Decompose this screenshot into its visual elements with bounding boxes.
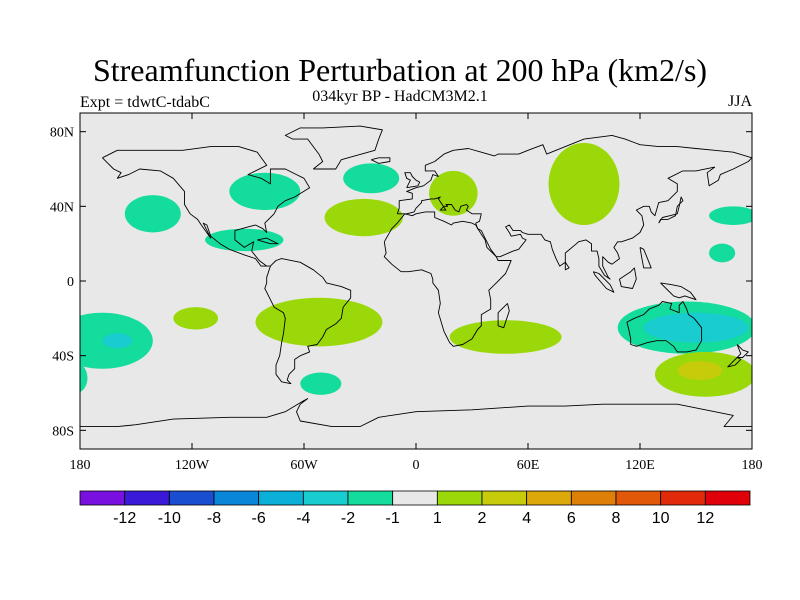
lon-tick-label: 180 — [70, 458, 91, 473]
colorbar-swatch — [258, 490, 304, 506]
greenland-coast — [284, 125, 383, 170]
borneo-coast — [619, 267, 637, 289]
south-pacific-positive-region — [173, 307, 219, 330]
lat-tick-label: 80N — [50, 126, 74, 141]
experiment-label: Expt = tdwtC-tdabC — [80, 94, 210, 111]
colorbar-swatch — [347, 490, 394, 506]
coastline-layer — [80, 125, 752, 428]
colorbar-swatch — [124, 490, 170, 506]
south-pacific-core-region — [102, 333, 133, 349]
lon-tick-label: 60E — [517, 458, 540, 473]
colorbar-label: 8 — [612, 510, 621, 527]
lon-tick-label: 0 — [413, 458, 420, 473]
lat-tick-label: 80S — [52, 424, 74, 439]
australia-coast — [626, 301, 703, 353]
australia-core-region — [643, 312, 749, 343]
africa-coast — [383, 211, 512, 347]
colorbar-swatch — [615, 490, 662, 506]
colorbar-label: 12 — [696, 510, 714, 527]
madagascar-coast — [497, 303, 510, 329]
colorbar-label: 1 — [433, 510, 442, 527]
new-guinea-coast — [660, 282, 697, 301]
colorbar-swatch — [526, 490, 572, 506]
indian-ocean-positive-region — [449, 320, 562, 354]
north-america-coast — [102, 146, 311, 267]
sri-lanka-coast — [564, 262, 570, 271]
colorbar-swatch — [168, 490, 215, 506]
colorbar-label: 10 — [652, 510, 670, 527]
colorbar-swatch — [481, 490, 528, 506]
antarctica-coast — [80, 398, 752, 428]
colorbar: -12 -10 -8 -6 -4 -2 -1 1 2 4 6 8 10 12 — [79, 490, 751, 527]
colorbar-swatch — [570, 490, 617, 506]
axis-layer: 80N 40N 0 40S 80S 180 120W 60W 0 60E 120E 180 — [50, 113, 763, 473]
colorbar-label: -6 — [252, 510, 266, 527]
colorbar-label: -10 — [158, 510, 181, 527]
new-zealand-south-coast — [727, 357, 742, 368]
philippines-coast — [639, 246, 652, 269]
uk-coast — [404, 172, 421, 189]
far-south-pacific-negative-region — [80, 363, 88, 393]
caribbean-negative-region — [205, 228, 284, 252]
lon-tick-label: 120W — [175, 458, 210, 473]
colorbar-label: 2 — [478, 510, 487, 527]
colorbar-label: 4 — [522, 510, 531, 527]
west-pacific-negative-region — [709, 243, 736, 263]
colorbar-swatch — [392, 490, 438, 506]
colorbar-swatch — [660, 490, 706, 506]
lat-tick-label: 40N — [50, 200, 74, 215]
south-america-positive-region — [255, 297, 383, 347]
europe-positive-region — [429, 170, 478, 216]
south-atlantic-tip-negative-region — [300, 372, 342, 395]
colorbar-swatch — [79, 490, 126, 506]
siberia-positive-region — [548, 142, 620, 225]
north-atlantic-positive-region — [324, 198, 403, 237]
lon-tick-label: 180 — [742, 458, 763, 473]
lon-tick-label: 60W — [290, 458, 318, 473]
tasman-core-region — [677, 361, 723, 380]
eurasia-coast — [396, 134, 752, 280]
sumatra-coast — [592, 271, 615, 293]
colorbar-label: -12 — [113, 510, 136, 527]
japan-coast — [658, 196, 684, 224]
colorbar-swatch — [302, 490, 349, 506]
northwest-pacific-negative-region — [709, 206, 752, 225]
map-background — [80, 113, 752, 449]
colorbar-swatch — [436, 490, 483, 506]
iceland-coast — [371, 157, 391, 164]
anomaly-layer — [80, 142, 752, 397]
north-pacific-negative-region — [124, 195, 181, 233]
colorbar-swatch — [704, 490, 751, 506]
lon-tick-label: 120E — [625, 458, 655, 473]
south-america-coast — [264, 258, 352, 385]
lat-tick-label: 0 — [67, 275, 74, 290]
new-zealand-coast — [736, 344, 749, 358]
colorbar-label: 6 — [567, 510, 576, 527]
lat-tick-label: 40S — [52, 350, 74, 365]
map-subtitle: 034kyr BP - HadCM3M2.1 — [312, 88, 488, 105]
colorbar-label: -8 — [207, 510, 221, 527]
colorbar-label: -1 — [386, 510, 400, 527]
colorbar-swatch — [213, 490, 260, 506]
north-america-negative-region — [229, 172, 301, 211]
north-atlantic-negative-region — [343, 163, 400, 194]
season-label: JJA — [727, 93, 752, 110]
colorbar-label: -2 — [341, 510, 355, 527]
colorbar-label: -4 — [296, 510, 310, 527]
cuba-coast — [257, 237, 279, 245]
map-title: Streamfunction Perturbation at 200 hPa (… — [92, 52, 708, 88]
